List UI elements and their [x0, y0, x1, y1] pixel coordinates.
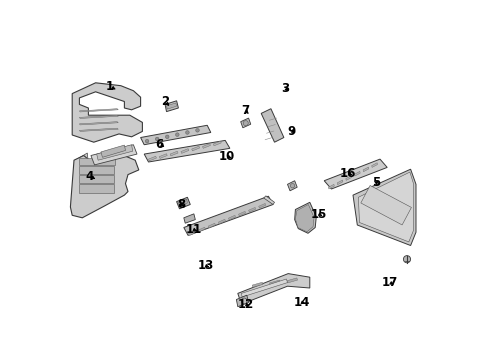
- Polygon shape: [295, 204, 314, 232]
- Polygon shape: [181, 149, 189, 153]
- Text: 7: 7: [242, 104, 250, 117]
- Polygon shape: [178, 199, 187, 206]
- Polygon shape: [264, 196, 274, 204]
- Polygon shape: [353, 169, 416, 246]
- Polygon shape: [248, 207, 256, 212]
- Polygon shape: [213, 141, 221, 146]
- Polygon shape: [261, 109, 284, 142]
- Text: 6: 6: [155, 138, 164, 151]
- Polygon shape: [242, 279, 288, 297]
- Text: 5: 5: [372, 176, 380, 189]
- Polygon shape: [241, 118, 251, 128]
- Circle shape: [145, 139, 149, 143]
- Polygon shape: [79, 122, 118, 125]
- Polygon shape: [288, 181, 297, 191]
- Text: 3: 3: [281, 82, 290, 95]
- Circle shape: [155, 137, 159, 141]
- Bar: [361, 185, 412, 225]
- Polygon shape: [170, 151, 178, 156]
- Polygon shape: [176, 197, 190, 209]
- Text: 15: 15: [311, 208, 327, 221]
- Circle shape: [403, 256, 411, 263]
- Text: 12: 12: [238, 298, 254, 311]
- Text: 13: 13: [197, 259, 214, 272]
- Polygon shape: [202, 144, 210, 148]
- Polygon shape: [259, 203, 266, 208]
- Circle shape: [166, 135, 169, 139]
- Polygon shape: [236, 295, 248, 307]
- Polygon shape: [354, 171, 360, 176]
- Polygon shape: [141, 125, 211, 145]
- Polygon shape: [294, 202, 316, 233]
- Text: 4: 4: [85, 170, 94, 183]
- Polygon shape: [346, 176, 351, 180]
- Text: 2: 2: [161, 95, 169, 108]
- Polygon shape: [148, 156, 156, 161]
- Text: 14: 14: [294, 296, 310, 309]
- Circle shape: [243, 121, 248, 126]
- Text: 11: 11: [186, 223, 202, 236]
- Circle shape: [175, 133, 179, 136]
- Polygon shape: [219, 219, 225, 224]
- Polygon shape: [287, 278, 297, 283]
- Polygon shape: [165, 101, 178, 112]
- Polygon shape: [324, 159, 387, 189]
- Text: 8: 8: [177, 198, 185, 211]
- Polygon shape: [167, 103, 176, 109]
- Polygon shape: [101, 145, 125, 157]
- Polygon shape: [144, 140, 230, 162]
- Polygon shape: [238, 274, 310, 304]
- Circle shape: [242, 298, 247, 304]
- Polygon shape: [252, 282, 263, 287]
- Polygon shape: [192, 146, 199, 151]
- Text: 9: 9: [288, 125, 296, 138]
- Polygon shape: [184, 214, 196, 223]
- Text: 17: 17: [382, 276, 398, 289]
- Circle shape: [291, 184, 294, 188]
- Polygon shape: [372, 163, 377, 167]
- Circle shape: [186, 131, 189, 134]
- Text: 1: 1: [106, 80, 114, 93]
- Polygon shape: [79, 109, 118, 112]
- Polygon shape: [75, 153, 88, 171]
- Polygon shape: [358, 172, 414, 242]
- Polygon shape: [79, 115, 118, 118]
- Polygon shape: [198, 227, 205, 232]
- Text: 10: 10: [219, 150, 235, 163]
- Polygon shape: [328, 184, 334, 189]
- Text: 16: 16: [340, 167, 356, 180]
- Polygon shape: [188, 231, 196, 236]
- Polygon shape: [72, 83, 143, 142]
- Polygon shape: [337, 180, 343, 185]
- Polygon shape: [91, 145, 137, 165]
- Polygon shape: [363, 167, 369, 172]
- Polygon shape: [79, 166, 114, 174]
- Polygon shape: [159, 154, 167, 158]
- Polygon shape: [184, 196, 273, 235]
- Polygon shape: [97, 145, 133, 160]
- Polygon shape: [79, 175, 114, 183]
- Polygon shape: [79, 158, 115, 165]
- Polygon shape: [79, 184, 114, 193]
- Polygon shape: [239, 211, 245, 216]
- Polygon shape: [228, 215, 236, 220]
- Polygon shape: [71, 152, 139, 218]
- Circle shape: [196, 129, 199, 132]
- Polygon shape: [79, 128, 118, 131]
- Polygon shape: [270, 280, 280, 285]
- Polygon shape: [208, 223, 216, 228]
